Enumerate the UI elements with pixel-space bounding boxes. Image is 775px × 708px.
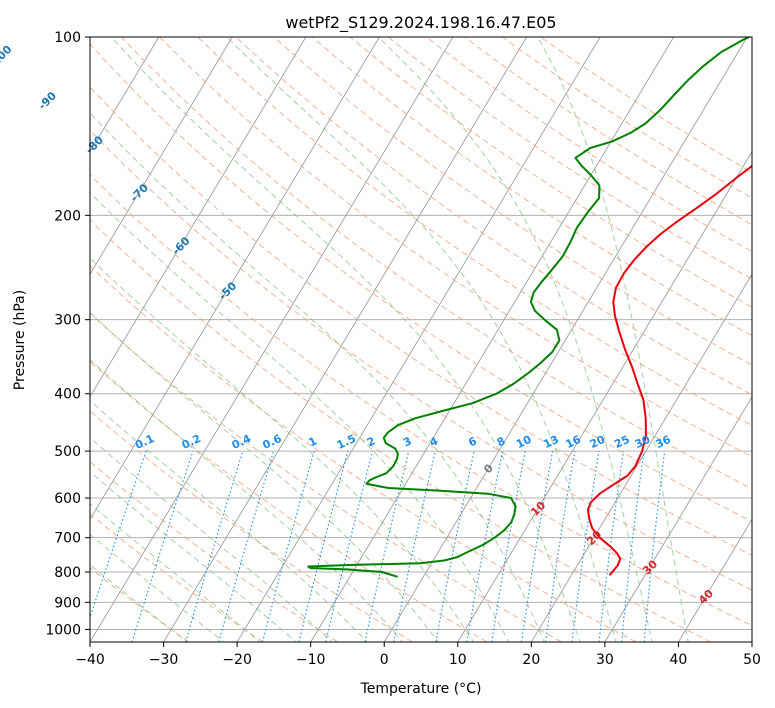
mixing-ratio-line [261, 450, 315, 642]
mixing-ratio-line [131, 450, 194, 642]
moist-adiabat-line [90, 471, 297, 642]
moist-adiabat-line [226, 37, 617, 642]
mixing-ratio-label: 20 [588, 433, 608, 451]
mixing-ratio-line [571, 451, 600, 642]
y-tick-label: 300 [54, 313, 81, 329]
dry-adiabat-line [311, 37, 752, 337]
y-tick-label: 100 [54, 30, 81, 46]
y-tick-label: 800 [54, 565, 81, 581]
isotherm-line [90, 37, 160, 153]
mixing-ratio-label: 36 [654, 433, 674, 451]
grid-layer [90, 36, 752, 630]
x-axis-label: Temperature (°C) [360, 681, 482, 697]
mixing-ratio-line [545, 451, 576, 642]
x-tick-label: 10 [449, 652, 467, 668]
dry-adiabat-line [502, 37, 752, 199]
isotherm-line [90, 37, 454, 642]
mixing-ratio-label: 10 [514, 433, 534, 451]
moist-adiabat-line [90, 257, 474, 642]
dry-adiabat-line [90, 86, 752, 557]
mixing-ratio-line [435, 450, 475, 642]
moist-adiabat-line [90, 437, 333, 642]
plot-frame [89, 36, 753, 643]
dry-adiabat-line [464, 37, 752, 226]
mixing-ratio-label: 30 [633, 433, 653, 451]
mixing-ratio-line [466, 450, 504, 642]
mixing-ratio-line [520, 451, 554, 642]
isotherm-line [90, 37, 380, 521]
isotherm-line [457, 150, 752, 642]
mixing-ratio-label: 25 [612, 433, 631, 451]
mixing-ratio-line [90, 450, 147, 619]
mixing-ratio-line [621, 451, 645, 642]
dry-adiabat-line [159, 37, 752, 458]
x-tick-label: 0 [380, 652, 389, 668]
mixing-ratio-line [298, 450, 349, 642]
temperature-profile-line [586, 164, 752, 576]
dry-adiabat-line [90, 360, 488, 642]
dry-adiabat-line [90, 513, 264, 642]
isotherm-line [604, 395, 752, 642]
mixing-ratio-line [218, 450, 275, 642]
mixing-ratio-label: 16 [564, 433, 584, 451]
y-tick-label: 400 [54, 387, 81, 403]
x-tick-label: −10 [296, 652, 326, 668]
y-tick-label: 1000 [45, 622, 81, 638]
isotherm-line [236, 37, 601, 642]
x-tick-label: 50 [743, 652, 761, 668]
moist-adiabat-line [90, 563, 188, 642]
mixing-ratio-label: 13 [541, 433, 560, 451]
moist-adiabat-line [90, 400, 368, 642]
profile-lines [307, 37, 752, 578]
dry-adiabat-line [90, 43, 752, 523]
isotherm-line [530, 273, 752, 642]
dry-adiabat-line [540, 37, 752, 174]
dry-adiabat-line [273, 37, 752, 366]
x-tick-label: −40 [75, 652, 105, 668]
dry-adiabat-line [235, 37, 752, 396]
mixing-ratio-line [325, 450, 374, 642]
y-axis-label: Pressure (hPa) [12, 290, 28, 390]
dry-adiabat-line [90, 173, 752, 627]
y-tick-label: 900 [54, 595, 81, 611]
moist-adiabat-line [378, 37, 653, 642]
moist-adiabat-line [90, 192, 510, 642]
moist-adiabat-line [90, 311, 439, 642]
x-tick-label: 40 [670, 652, 688, 668]
x-tick-label: −30 [149, 652, 179, 668]
isotherm-line [90, 37, 307, 398]
mixing-ratio-line [491, 450, 526, 642]
isotherm-line [163, 37, 527, 642]
dry-adiabat-line [90, 219, 712, 642]
dry-adiabat-line [90, 265, 637, 642]
axis-ticks: −40 −30 −20 −10 0 10 20 30 40 50 100 200 300 400 500 60… [45, 30, 761, 668]
dry-adiabat-line [121, 37, 752, 490]
chart-title: wetPf2_S129.2024.198.16.47.E05 [285, 13, 556, 33]
moist-adiabat-line [90, 358, 404, 642]
x-tick-label: −20 [222, 652, 252, 668]
isotherm-line [678, 518, 752, 642]
dry-adiabat-line [197, 37, 752, 426]
mixing-ratio-line [393, 450, 436, 642]
mixing-ratio-line [185, 450, 244, 642]
x-tick-label: 20 [522, 652, 540, 668]
y-tick-label: 500 [54, 444, 81, 460]
mixing-ratio-line [364, 450, 410, 642]
moist-adiabat-line [90, 112, 545, 642]
isotherm-line [383, 37, 748, 642]
moist-adiabat-line [111, 37, 581, 642]
reference-lines [90, 37, 752, 642]
isotherm-line [90, 37, 233, 276]
y-tick-label: 200 [54, 208, 81, 224]
y-tick-label: 600 [54, 491, 81, 507]
moist-adiabat-line [536, 37, 689, 642]
moist-adiabat-line [90, 534, 225, 642]
x-tick-label: 30 [596, 652, 614, 668]
y-tick-label: 700 [54, 531, 81, 547]
moist-adiabat-line [90, 503, 261, 642]
dewpoint-profile-line [307, 37, 750, 578]
